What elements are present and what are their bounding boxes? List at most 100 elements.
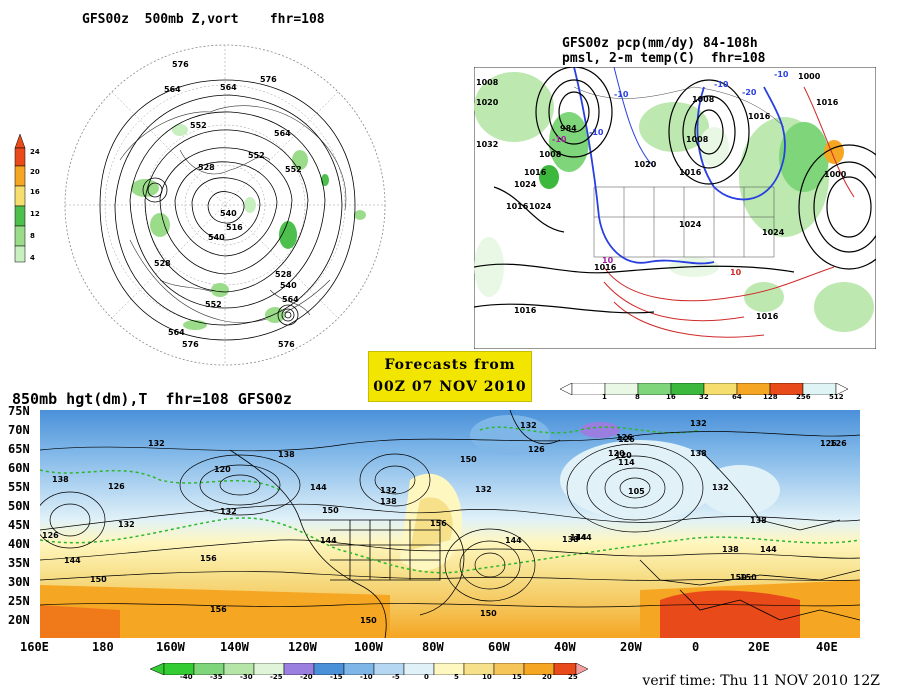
lon-tick: 80W	[422, 640, 444, 654]
pressure-label: 1024	[514, 180, 537, 189]
temp-label: -10	[552, 135, 567, 144]
height-label: 126	[616, 433, 633, 442]
lat-tick: 75N	[8, 404, 30, 418]
pressure-label: 1000	[824, 170, 847, 179]
height-label: 132	[148, 439, 165, 448]
panel-850mb-map	[40, 410, 860, 638]
colorbar-tick: -40	[180, 673, 193, 681]
contour-label: 540	[220, 209, 237, 218]
height-label: 105	[628, 487, 645, 496]
height-label: 156	[430, 519, 447, 528]
panel-pcp-colorbar: 1 8 16 32 64 128 256 512	[559, 380, 850, 402]
temp-label: -10	[714, 80, 729, 89]
colorbar-swatch	[14, 205, 26, 227]
height-label: 138	[722, 545, 739, 554]
panel-850mb-labels: 138 132 126 120 132 138 144 132 126 132 …	[42, 419, 847, 625]
contour-label: 564	[274, 129, 291, 138]
height-label: 126	[108, 482, 125, 491]
height-label: 126	[528, 445, 545, 454]
colorbar-850mb-svg	[149, 662, 589, 676]
colorbar-arrow-left	[559, 382, 573, 396]
colorbar-tick: 5	[454, 673, 459, 681]
lon-tick: 100W	[354, 640, 383, 654]
height-label: 144	[64, 556, 81, 565]
contour-label: 528	[198, 163, 215, 172]
panel-850mb-colorbar: -40 -35 -30 -25 -20 -15 -10 -5 0 5 10 15…	[149, 660, 590, 684]
forecast-line1: Forecasts from	[384, 357, 516, 373]
pressure-label: 1024	[529, 202, 552, 211]
contour-label: 552	[190, 121, 207, 130]
height-label: 132	[712, 483, 729, 492]
isobars	[474, 67, 876, 314]
colorbar-pcp-svg	[559, 382, 849, 396]
colorbar-tick: 256	[796, 393, 811, 401]
pressure-label: 984	[560, 124, 577, 133]
height-label: 150	[322, 506, 339, 515]
height-label: 150	[480, 609, 497, 618]
colorbar-tick: 8	[30, 232, 35, 240]
colorbar-swatch	[571, 382, 606, 396]
colorbar-tick: 1	[602, 393, 607, 401]
lon-tick: 20W	[620, 640, 642, 654]
contour-label: 564	[282, 295, 299, 304]
height-label: 156	[210, 605, 227, 614]
height-label: 132	[690, 419, 707, 428]
lat-tick: 45N	[8, 518, 30, 532]
pressure-label: 1016	[594, 263, 617, 272]
lon-tick: 40W	[554, 640, 576, 654]
panel-pcp-title-line2: pmsl, 2-m temp(C) fhr=108	[562, 51, 766, 66]
colorbar-tick: 0	[424, 673, 429, 681]
lat-tick: 65N	[8, 442, 30, 456]
colorbar-swatch	[14, 225, 26, 247]
height-label: 132	[118, 520, 135, 529]
panel-500mb-title: GFS00z 500mb Z,vort fhr=108	[82, 12, 325, 27]
lat-tick: 40N	[8, 537, 30, 551]
height-label: 126	[820, 439, 837, 448]
colorbar-tick: -30	[240, 673, 253, 681]
lon-tick: 160E	[20, 640, 49, 654]
pressure-label: 1020	[634, 160, 657, 169]
contour-label: 552	[248, 151, 265, 160]
colorbar-swatch	[604, 382, 639, 396]
pressure-label: 1008	[539, 150, 562, 159]
height-label: 132	[380, 486, 397, 495]
height-label: 132	[475, 485, 492, 494]
height-label: 114	[618, 458, 635, 467]
contour-label: 552	[205, 300, 222, 309]
height-label: 138	[278, 450, 295, 459]
height-label: 138	[750, 516, 767, 525]
precip-shading	[474, 72, 874, 332]
pressure-label: 1008	[476, 78, 499, 87]
lat-tick: 70N	[8, 423, 30, 437]
coastlines	[229, 410, 860, 638]
colorbar-tick: -15	[330, 673, 343, 681]
colorbar-tick: 128	[763, 393, 778, 401]
pressure-label: 1008	[686, 135, 709, 144]
lat-axis: 75N 70N 65N 60N 55N 50N 45N 40N 35N 30N …	[8, 398, 40, 638]
pressure-label: 1016	[748, 112, 771, 121]
colorbar-arrow-right	[835, 382, 849, 396]
pressure-label: 1016	[756, 312, 779, 321]
height-contours	[99, 79, 356, 341]
height-label: 132	[520, 421, 537, 430]
temp-contours	[573, 67, 855, 338]
pressure-label: 1024	[762, 228, 785, 237]
zero-degree-line	[40, 426, 860, 574]
height-label: 120	[608, 449, 625, 458]
height-label: 150	[740, 573, 757, 582]
pressure-label: 1024	[679, 220, 702, 229]
height-label: 138	[52, 475, 69, 484]
panel-pcp-title-line1: GFS00z pcp(mm/dy) 84-108h	[562, 36, 758, 51]
height-label: 156	[200, 554, 217, 563]
height-label: 126	[42, 531, 59, 540]
height-label: 120	[214, 465, 231, 474]
temp-label: -10	[774, 70, 789, 79]
colorbar-tick: 64	[732, 393, 742, 401]
colorbar-500mb-svg	[14, 133, 26, 263]
contour-label: 576	[172, 60, 189, 69]
colorbar-arrow-left	[149, 662, 165, 676]
lat-tick: 35N	[8, 556, 30, 570]
contour-label: 576	[182, 340, 199, 349]
lon-tick: 60W	[488, 640, 510, 654]
height-label: 150	[460, 455, 477, 464]
